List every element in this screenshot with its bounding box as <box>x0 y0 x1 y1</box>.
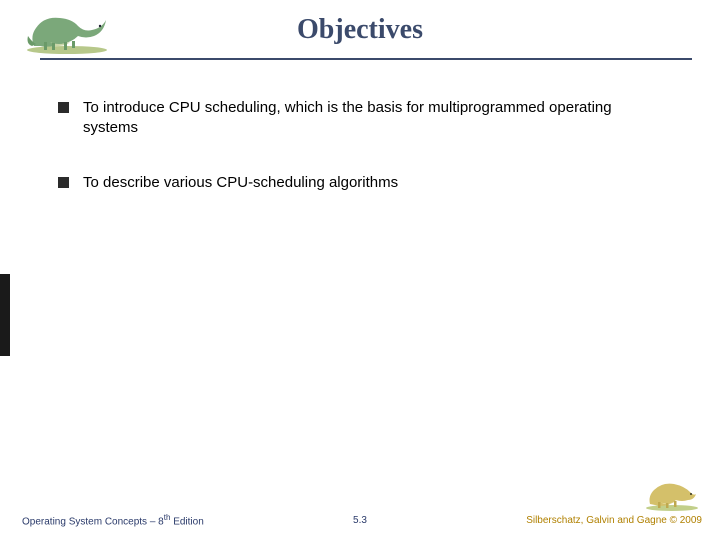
footer: Operating System Concepts – 8th Edition … <box>0 508 720 532</box>
left-sidebar-accent <box>0 274 10 356</box>
bullet-square-icon <box>58 177 69 188</box>
footer-copyright: Silberschatz, Galvin and Gagne © 2009 <box>526 515 702 526</box>
bullet-item: To describe various CPU-scheduling algor… <box>58 173 670 193</box>
content-area: To introduce CPU scheduling, which is th… <box>0 70 720 193</box>
bullet-item: To introduce CPU scheduling, which is th… <box>58 98 670 139</box>
footer-page-number: 5.3 <box>353 515 367 526</box>
footer-left-prefix: Operating System Concepts – 8 <box>22 516 164 527</box>
slide: Objectives To introduce CPU scheduling, … <box>0 0 720 540</box>
footer-left-text: Operating System Concepts – 8th Edition <box>22 513 204 527</box>
title-underline <box>40 58 692 60</box>
bullet-text: To describe various CPU-scheduling algor… <box>83 173 398 193</box>
bullet-square-icon <box>58 102 69 113</box>
bullet-text: To introduce CPU scheduling, which is th… <box>83 98 670 139</box>
header: Objectives <box>0 0 720 70</box>
dinosaur-top-icon <box>22 6 112 54</box>
footer-left-suffix: Edition <box>170 516 203 527</box>
dinosaur-bottom-icon <box>642 474 702 512</box>
